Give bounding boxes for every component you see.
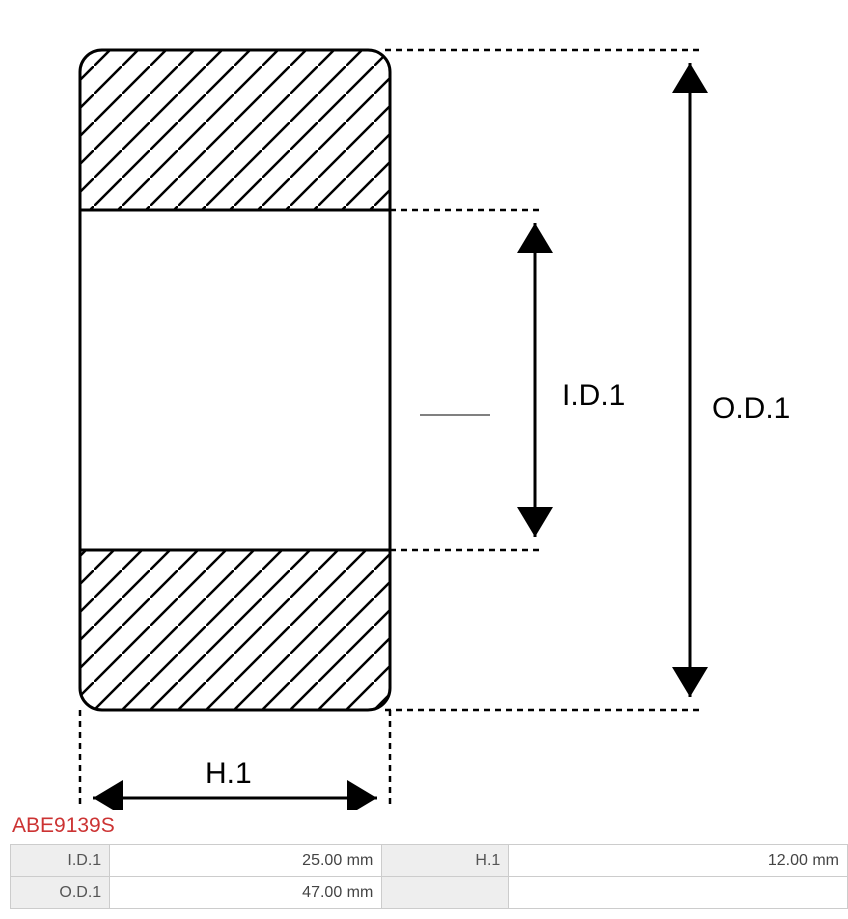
spec-table: I.D.1 25.00 mm H.1 12.00 mm O.D.1 47.00 … — [10, 844, 848, 909]
label-od1: O.D.1 — [712, 392, 790, 425]
label-id1: I.D.1 — [562, 379, 625, 412]
label-h1: H.1 — [205, 757, 252, 790]
spec-key: I.D.1 — [11, 845, 110, 877]
spec-value — [509, 877, 848, 909]
spec-key: H.1 — [382, 845, 509, 877]
spec-value: 25.00 mm — [110, 845, 382, 877]
spec-key — [382, 877, 509, 909]
table-row: I.D.1 25.00 mm H.1 12.00 mm — [11, 845, 848, 877]
spec-key: O.D.1 — [11, 877, 110, 909]
product-code: ABE9139S — [12, 814, 838, 838]
spec-value: 47.00 mm — [110, 877, 382, 909]
spec-value: 12.00 mm — [509, 845, 848, 877]
table-row: O.D.1 47.00 mm — [11, 877, 848, 909]
technical-diagram: I.D.1 O.D.1 H.1 — [10, 10, 838, 810]
